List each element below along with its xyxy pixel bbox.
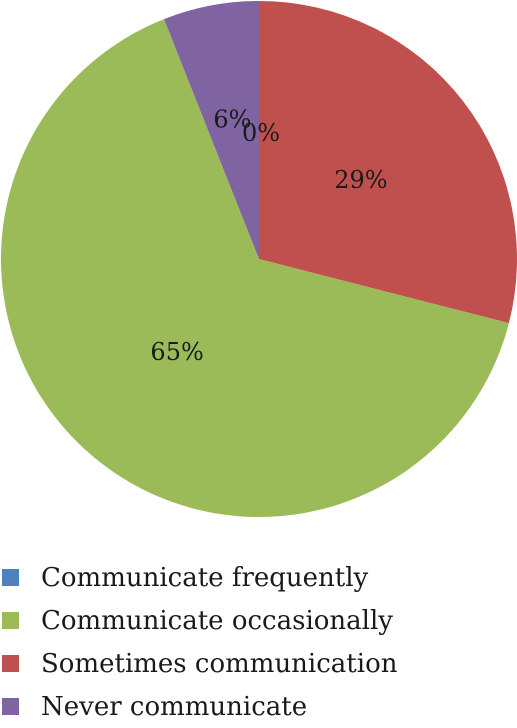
legend-swatch-communicate-occasionally: [2, 612, 19, 629]
pie-data-labels: 0% 29% 65% 6%: [150, 106, 387, 366]
legend: Communicate frequently Communicate occas…: [0, 556, 517, 728]
legend-swatch-sometimes-communication: [2, 655, 19, 672]
legend-item-never-communicate: Never communicate: [0, 685, 517, 728]
pie-slice-sometimes-communication: [259, 1, 517, 324]
pie-slices: [0, 1, 517, 518]
pie-slice-communicate-occasionally: [0, 19, 509, 518]
legend-item-sometimes-communication: Sometimes communication: [0, 642, 517, 685]
data-label-communicate-frequently: 0%: [242, 119, 280, 147]
legend-item-communicate-frequently: Communicate frequently: [0, 556, 517, 599]
legend-item-communicate-occasionally: Communicate occasionally: [0, 599, 517, 642]
data-label-sometimes-communication: 29%: [334, 166, 387, 194]
pie-slice-never-communicate: [164, 1, 259, 259]
legend-label-communicate-occasionally: Communicate occasionally: [41, 605, 393, 636]
legend-swatch-never-communicate: [2, 698, 19, 715]
legend-label-never-communicate: Never communicate: [41, 691, 308, 722]
data-label-never-communicate: 6%: [213, 106, 251, 134]
data-label-communicate-occasionally: 65%: [150, 338, 203, 366]
legend-swatch-communicate-frequently: [2, 569, 19, 586]
legend-label-communicate-frequently: Communicate frequently: [41, 562, 369, 593]
legend-label-sometimes-communication: Sometimes communication: [41, 648, 398, 679]
